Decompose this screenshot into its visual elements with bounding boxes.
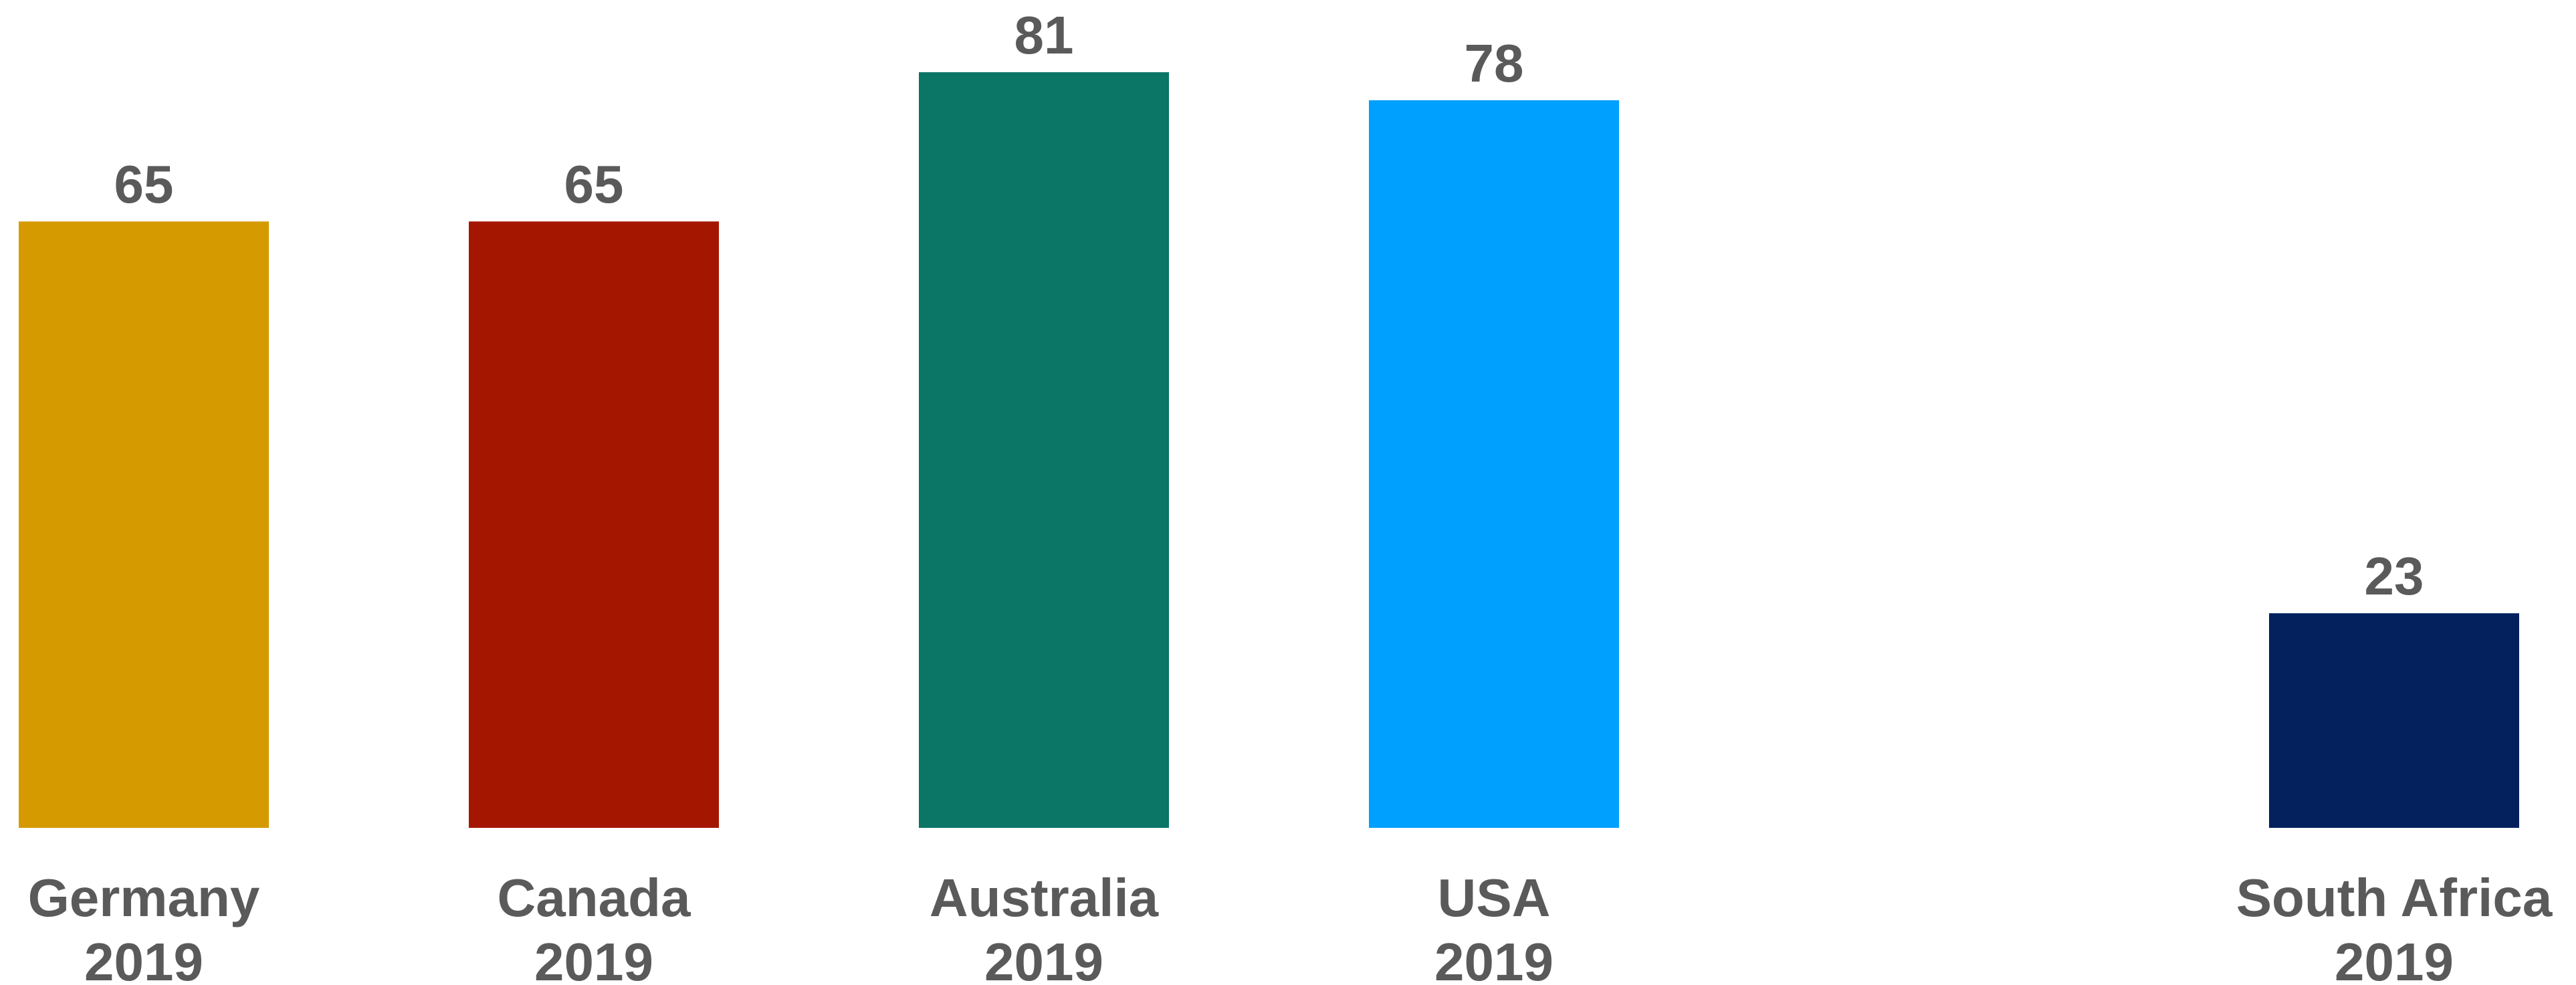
x-tick-label-name: USA bbox=[1438, 868, 1551, 927]
bar-australia bbox=[919, 72, 1169, 828]
value-labels-group: 65 65 81 78 23 bbox=[114, 5, 2424, 606]
x-tick-label: Germany 2019 bbox=[28, 868, 260, 985]
x-tick-label-year: 2019 bbox=[2335, 932, 2454, 985]
data-label: 81 bbox=[1014, 5, 1074, 65]
x-tick-label-year: 2019 bbox=[984, 932, 1103, 985]
bar-germany bbox=[19, 221, 269, 828]
x-tick-label-year: 2019 bbox=[534, 932, 653, 985]
data-label: 78 bbox=[1465, 33, 1524, 93]
data-label: 65 bbox=[114, 154, 174, 214]
x-tick-label-name: Canada bbox=[498, 868, 691, 927]
bar-usa bbox=[1369, 100, 1619, 828]
data-label: 23 bbox=[2365, 546, 2424, 606]
x-tick-label-year: 2019 bbox=[84, 932, 203, 985]
x-tick-label-year: 2019 bbox=[1434, 932, 1553, 985]
x-tick-label-name: Australia bbox=[930, 868, 1159, 927]
x-tick-label: USA 2019 bbox=[1434, 868, 1553, 985]
x-tick-label-name: South Africa bbox=[2236, 868, 2553, 927]
x-tick-label: South Africa 2019 bbox=[2236, 868, 2553, 985]
x-tick-label: Australia 2019 bbox=[930, 868, 1159, 985]
bar-south-africa bbox=[2269, 613, 2519, 828]
bar-canada bbox=[469, 221, 719, 828]
x-tick-label-name: Germany bbox=[28, 868, 260, 927]
x-tick-label: Canada 2019 bbox=[498, 868, 691, 985]
bars-group bbox=[19, 72, 2519, 828]
data-label: 65 bbox=[564, 154, 624, 214]
